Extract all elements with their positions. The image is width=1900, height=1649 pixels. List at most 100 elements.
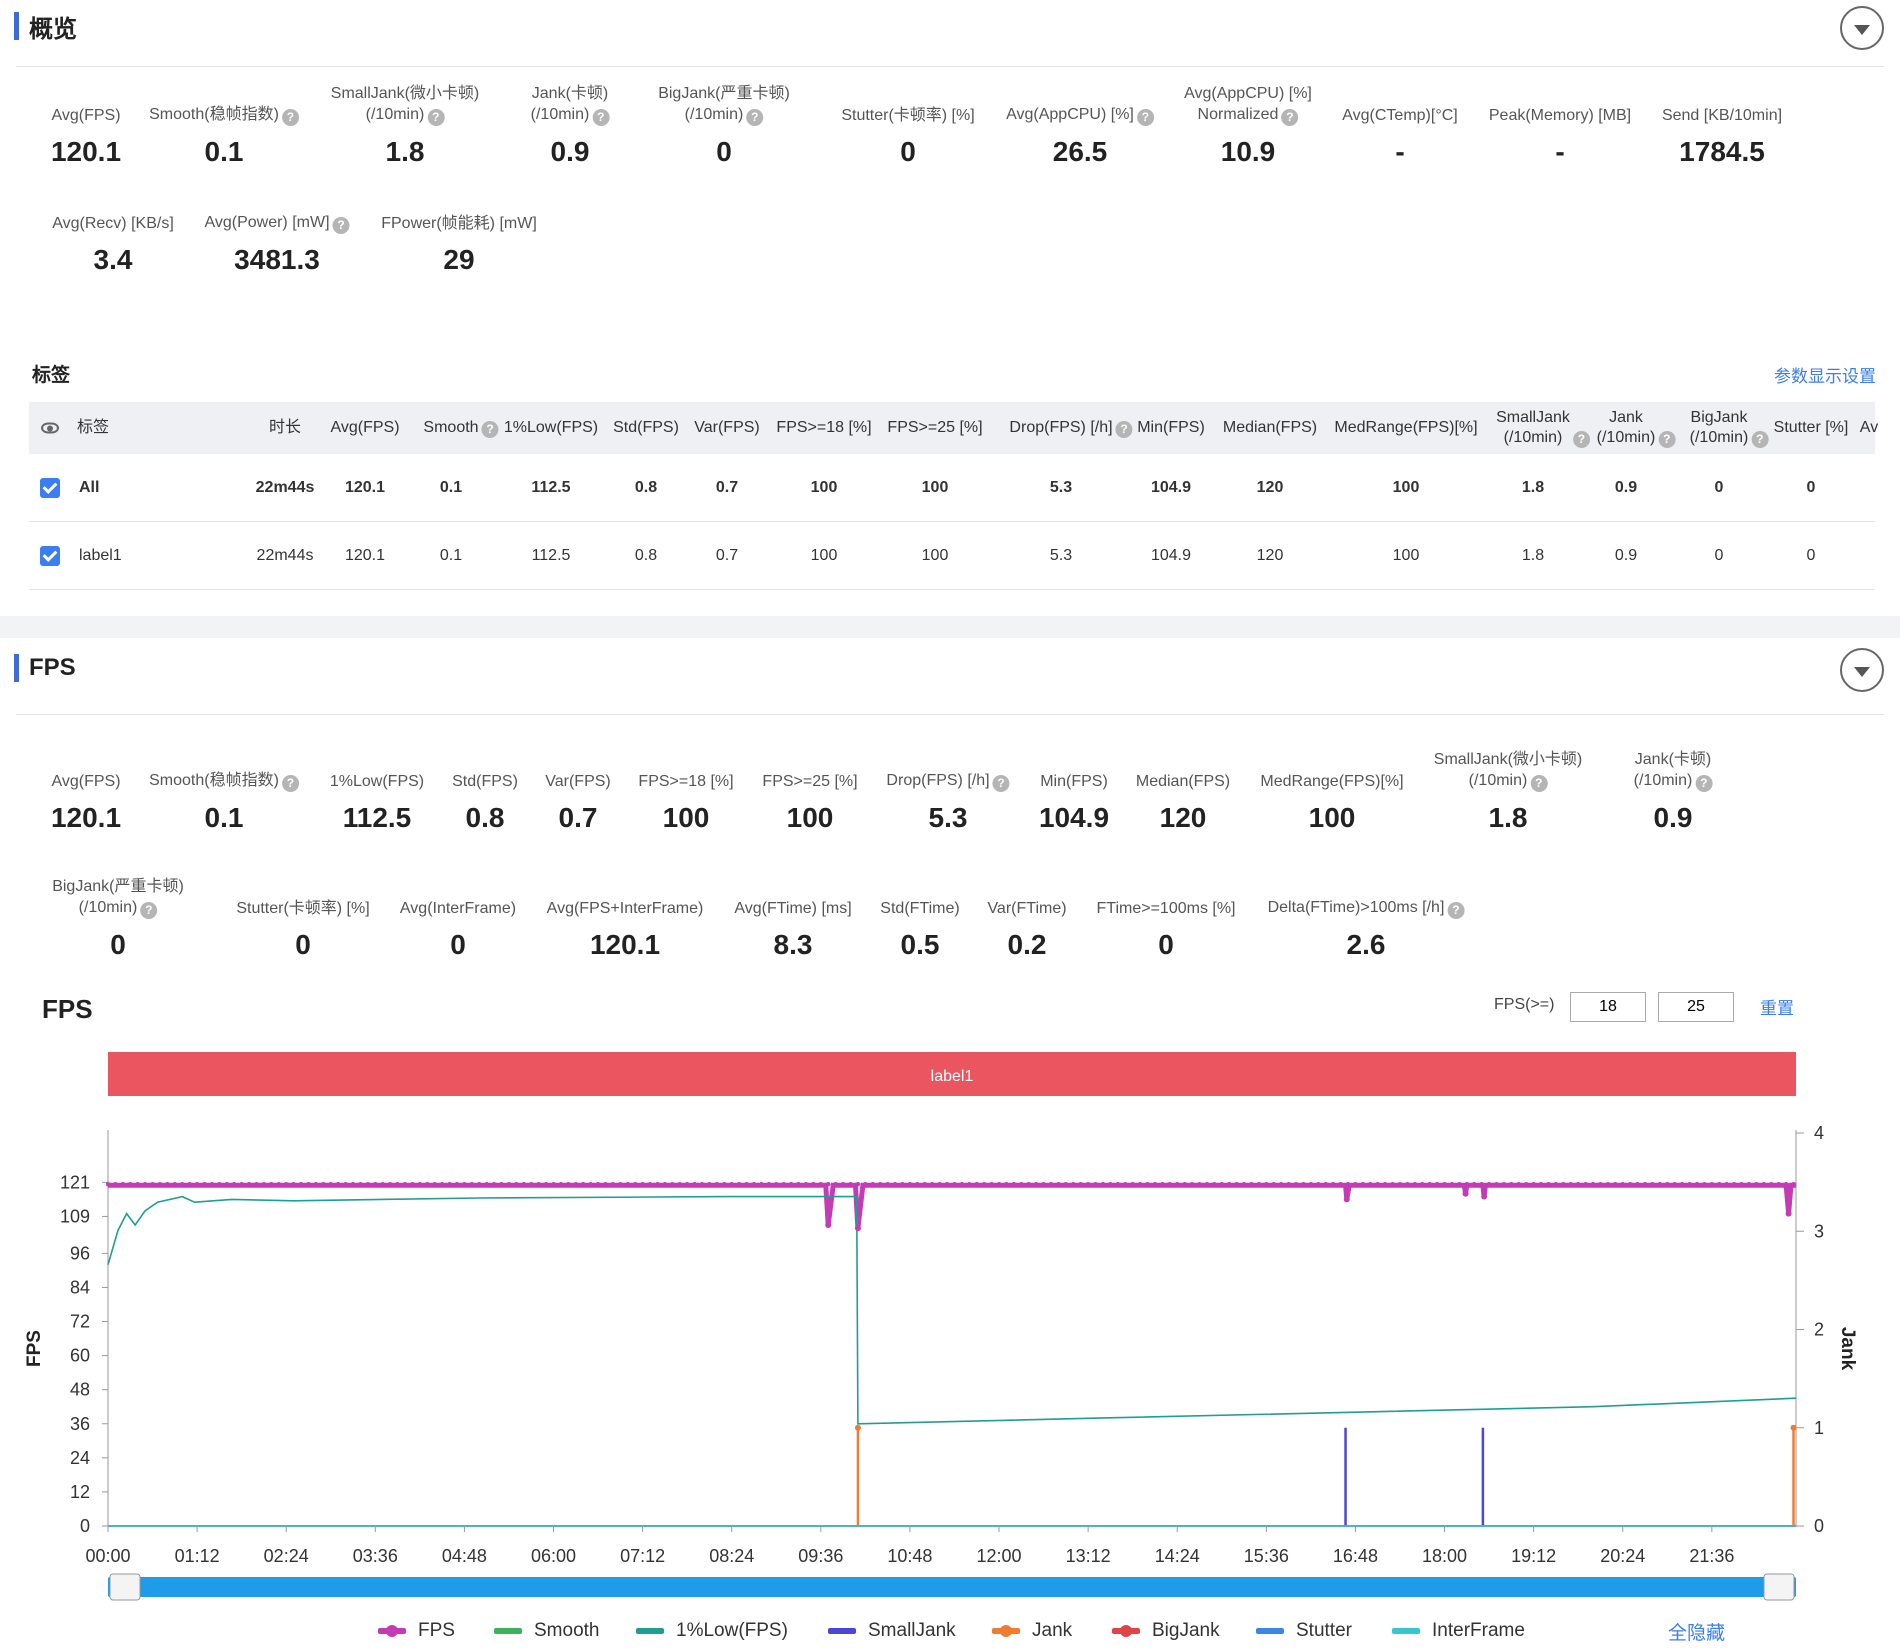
table-header-cell[interactable]: Min(FPS) (1137, 418, 1205, 438)
metric-label-line: Delta(FTime)>100ms [/h]? (1268, 897, 1465, 919)
table-cell: 120.1 (344, 478, 386, 496)
table-row[interactable]: label1 22m44s 120.1 0.1 112.5 0.8 0.7 100 100 5.3… (29, 522, 1875, 590)
help-icon[interactable]: ? (592, 109, 610, 126)
table-header-cell[interactable]: FPS>=18 [%] (776, 418, 871, 438)
overview-collapse-button[interactable] (1840, 6, 1884, 50)
hide-all-link[interactable]: 全隐藏 (1668, 1623, 1726, 1644)
fps-threshold-input-2[interactable] (1658, 992, 1734, 1022)
table-header-cell[interactable]: Stutter [%] (1774, 418, 1849, 438)
legend-item[interactable]: 1%Low(FPS) (636, 1616, 788, 1646)
help-icon[interactable]: ? (1658, 431, 1676, 448)
fps-point (774, 1182, 779, 1187)
help-icon[interactable]: ? (427, 109, 445, 126)
fps-collapse-button[interactable] (1840, 648, 1884, 692)
row-checkbox[interactable] (40, 477, 60, 498)
range-slider-left-handle[interactable] (109, 1573, 141, 1601)
help-icon[interactable]: ? (1695, 775, 1713, 792)
table-header-cell[interactable]: 1%Low(FPS) (504, 418, 598, 438)
table-header-cell[interactable]: Smooth? (423, 418, 499, 438)
metric-label-text: Avg(FPS+InterFrame) (546, 900, 704, 917)
fps-point (1783, 1182, 1789, 1187)
metric-label-text: Std(FTime) (880, 900, 960, 917)
legend-item[interactable]: BigJank (1112, 1616, 1220, 1646)
fps-point (989, 1182, 994, 1187)
table-header-cell[interactable]: Median(FPS) (1223, 418, 1317, 438)
table-header-cell[interactable]: Var(FPS) (694, 418, 759, 438)
metric-value: 2.6 (1346, 929, 1386, 960)
table-header-cell[interactable]: SmallJank (/10min)? (1496, 408, 1590, 448)
table-header-cell[interactable]: 时长 (269, 418, 301, 438)
help-icon[interactable]: ? (481, 421, 499, 438)
range-slider-right-handle[interactable] (1763, 1573, 1795, 1601)
table-header-cell[interactable]: Drop(FPS) [/h]? (1009, 418, 1133, 438)
table-header-cell[interactable]: FPS>=25 [%] (887, 418, 982, 438)
metric-label: Avg(CTemp)[°C] (1342, 82, 1457, 126)
fps-point (1427, 1182, 1432, 1187)
table-header-cell[interactable]: Jank (/10min)? (1597, 408, 1676, 448)
fps-point (670, 1182, 675, 1187)
table-header-cell[interactable]: BigJank (/10min)? (1690, 408, 1769, 448)
help-icon[interactable]: ? (140, 902, 158, 919)
help-icon[interactable]: ? (1136, 109, 1154, 126)
help-icon[interactable]: ? (992, 775, 1010, 792)
table-header-cell[interactable]: Av (1860, 418, 1878, 438)
fps-point (1316, 1182, 1321, 1187)
row-checkbox[interactable] (40, 545, 60, 566)
y2-tick-label: 4 (1814, 1123, 1824, 1143)
legend-item[interactable]: FPS (378, 1616, 455, 1646)
fps-header: FPS (14, 652, 76, 684)
table-header-text: FPS>=18 [%] (776, 419, 872, 436)
help-icon[interactable]: ? (746, 109, 764, 126)
legend-item[interactable]: InterFrame (1392, 1616, 1525, 1646)
metric-label-text: Avg(FPS) (51, 107, 121, 124)
y-tick-label: 60 (70, 1346, 90, 1366)
metric-label-text: Avg(CTemp)[°C] (1342, 107, 1458, 124)
metric-label: SmallJank(微小卡顿) (/10min)? (331, 82, 479, 126)
eye-icon[interactable] (41, 422, 59, 434)
chevron-down-icon (1854, 666, 1870, 677)
metric-label-line: (/10min)? (531, 104, 610, 126)
metric-block: Avg(FPS+InterFrame) 120.1 (547, 875, 704, 961)
range-slider-track[interactable] (108, 1577, 1796, 1597)
help-icon[interactable]: ? (1281, 109, 1299, 126)
fps-threshold-input-1[interactable] (1570, 992, 1646, 1022)
metric-label: Std(FTime) (880, 875, 959, 919)
param-settings-link[interactable]: 参数显示设置 (1774, 367, 1876, 386)
metric-label-line: Var(FTime) (987, 898, 1066, 919)
legend-item[interactable]: Smooth (494, 1616, 599, 1646)
legend-item[interactable]: SmallJank (828, 1616, 956, 1646)
help-icon[interactable]: ? (1447, 902, 1465, 919)
series-line-fps (108, 1182, 1796, 1229)
fps-point (514, 1182, 519, 1187)
tags-table: 标签 时长 Avg(FPS) Smooth? 1%Low(FPS) Std(FPS) Var… (29, 402, 1878, 590)
metric-label-line: Avg(CTemp)[°C] (1342, 105, 1457, 126)
x-tick-label: 06:00 (531, 1546, 576, 1566)
help-icon[interactable]: ? (332, 217, 350, 234)
table-cell: 0.7 (715, 478, 739, 496)
help-icon[interactable]: ? (1115, 421, 1133, 438)
metric-label-line: Peak(Memory) [MB] (1489, 105, 1631, 126)
metric-label-text: Avg(FTime) [ms] (734, 900, 852, 917)
legend-swatch (378, 1625, 406, 1637)
fps-point (922, 1182, 927, 1187)
table-row[interactable]: All 22m44s 120.1 0.1 112.5 0.8 0.7 100 100 5.3 104… (29, 454, 1875, 522)
table-header-cell[interactable]: 标签 (77, 418, 109, 438)
help-icon[interactable]: ? (1530, 775, 1548, 792)
table-header-cell[interactable]: Std(FPS) (613, 418, 679, 438)
fps-point (581, 1182, 586, 1187)
table-header-cell[interactable]: Avg(FPS) (330, 418, 399, 438)
table-header-cell[interactable]: MedRange(FPS)[%] (1334, 418, 1477, 438)
legend-item[interactable]: Stutter (1256, 1616, 1352, 1646)
legend-item[interactable]: Jank (992, 1616, 1072, 1646)
help-icon[interactable]: ? (281, 775, 299, 792)
metric-block: FPS>=25 [%] 100 (762, 748, 857, 834)
help-icon[interactable]: ? (1572, 431, 1590, 448)
fps-point (1561, 1182, 1566, 1187)
fps-point (1271, 1182, 1276, 1187)
help-icon[interactable]: ? (1751, 431, 1769, 448)
metric-label: Smooth(稳帧指数)? (149, 82, 299, 126)
help-icon[interactable]: ? (281, 109, 299, 126)
x-tick-label: 02:24 (264, 1546, 309, 1566)
reset-link[interactable]: 重置 (1760, 999, 1794, 1018)
fps-point (1078, 1182, 1083, 1187)
